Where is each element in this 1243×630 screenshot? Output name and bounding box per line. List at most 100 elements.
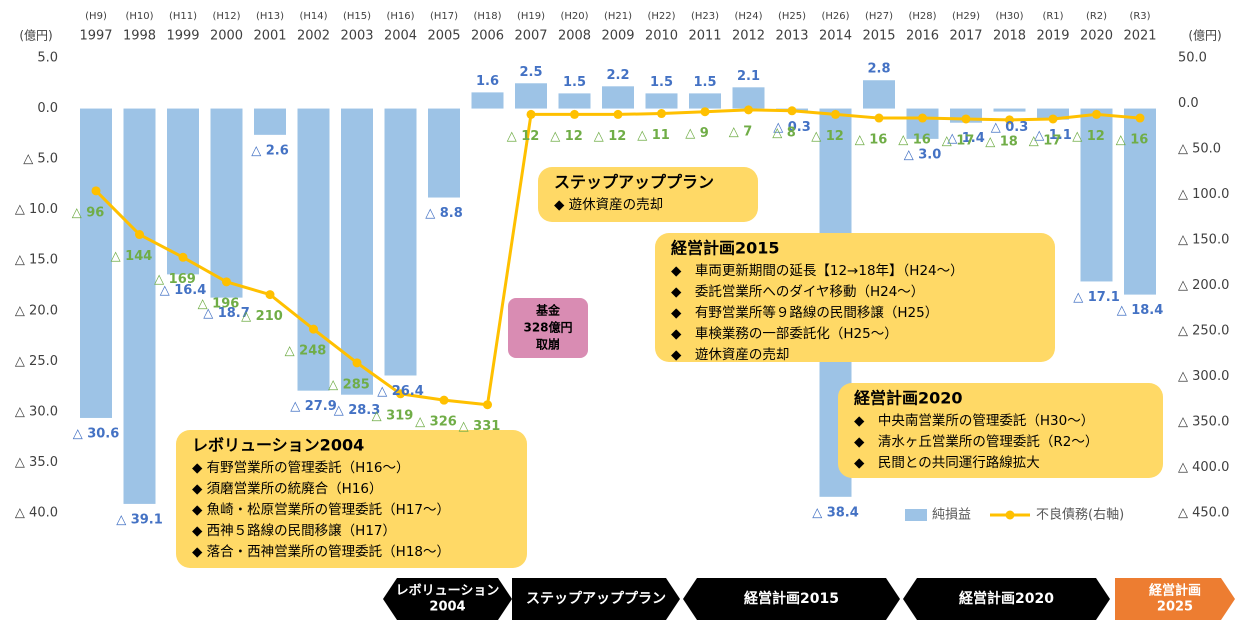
x-tick-label: 2004 (384, 29, 417, 44)
value-label: △ 3.0 (904, 147, 942, 162)
bar (167, 108, 199, 275)
value-label: 1.5 (563, 75, 586, 90)
line-marker (831, 109, 840, 119)
value-label: △ 1.4 (947, 131, 985, 146)
annotation-item: ◆ 遊休資産の売却 (671, 347, 789, 363)
value-label: △ 326 (415, 415, 457, 430)
era-label: (H29) (952, 11, 980, 22)
y-tick-label: △ 10.0 (15, 202, 58, 217)
y-tick-label: △ 15.0 (15, 253, 58, 268)
annotation-item: ◆ 落合・西神営業所の管理委託（H18～） (192, 544, 450, 560)
x-tick-label: 2008 (558, 29, 591, 44)
value-label: △ 196 (198, 296, 240, 311)
timeline-label: レボリューション (396, 583, 500, 599)
fund-note: 基金 (535, 303, 561, 318)
timeline-arrow (1115, 578, 1235, 620)
value-label: △ 30.6 (73, 426, 120, 441)
value-label: 2.5 (519, 65, 542, 80)
x-tick-label: 2020 (1080, 29, 1113, 44)
y2-tick-label: 0.0 (1178, 96, 1199, 111)
x-tick-label: 1999 (166, 29, 199, 44)
line-marker (265, 290, 275, 300)
value-label: △ 16.4 (160, 283, 207, 298)
value-label: 2.1 (737, 69, 760, 84)
bar (254, 108, 286, 135)
era-label: (H15) (343, 11, 371, 22)
bar (297, 108, 330, 391)
bar (515, 83, 547, 109)
timeline-label: 経営計画2020 (959, 590, 1054, 607)
y2-tick-label: 50.0 (1178, 51, 1207, 66)
bar (428, 108, 460, 198)
line-marker (1135, 113, 1145, 123)
value-label: 1.5 (650, 75, 673, 90)
bar (123, 108, 156, 504)
value-label: △ 39.1 (116, 512, 163, 527)
value-label: △ 17 (1029, 133, 1062, 148)
era-label: (H25) (778, 11, 806, 22)
line-marker (570, 109, 579, 119)
x-tick-label: 2005 (427, 29, 460, 44)
unit-left: (億円) (19, 29, 52, 43)
x-tick-label: 2010 (645, 29, 678, 44)
value-label: △ 16 (1116, 133, 1149, 148)
annotation-box (655, 233, 1055, 362)
era-label: (H16) (386, 11, 414, 22)
legend-swatch (1005, 510, 1015, 520)
annotation-item: ◆ 委託営業所へのダイヤ移動（H24～） (671, 284, 924, 300)
bar (732, 87, 765, 109)
annotation-item: ◆ 遊休資産の売却 (554, 197, 663, 213)
legend-label: 純損益 (932, 508, 971, 523)
bar (1037, 108, 1069, 120)
line-marker (91, 186, 101, 196)
x-tick-label: 1997 (79, 29, 112, 44)
annotation-item: ◆ 車検業務の一部委託化（H25～） (671, 326, 898, 342)
bar (384, 108, 417, 376)
line-marker (744, 105, 753, 115)
era-label: (H12) (212, 11, 240, 22)
x-tick-label: 2017 (949, 29, 982, 44)
value-label: △ 11 (637, 128, 670, 143)
line-marker (178, 252, 188, 262)
value-label: △ 26.4 (377, 384, 424, 399)
bar (1124, 108, 1156, 295)
value-label: 1.6 (476, 74, 499, 89)
x-tick-label: 2000 (210, 29, 243, 44)
annotation-item: ◆ 有野営業所の管理委託（H16～） (192, 460, 410, 476)
annotation-title: 経営計画2020 (854, 389, 963, 408)
x-tick-label: 2013 (775, 29, 808, 44)
line-marker (787, 106, 797, 116)
annotation-item: ◆ 須磨営業所の統廃合（H16） (192, 480, 383, 497)
annotation-box (838, 383, 1163, 478)
line-marker (1005, 115, 1014, 125)
value-label: △ 28.3 (334, 403, 381, 418)
value-label: △ 38.4 (812, 505, 859, 520)
line-marker (483, 400, 492, 410)
line-marker (396, 389, 405, 399)
value-label: △ 18 (985, 134, 1018, 149)
era-label: (H30) (995, 11, 1023, 22)
x-tick-label: 2015 (862, 29, 895, 44)
line-marker (309, 324, 318, 334)
y-tick-label: △ 20.0 (15, 303, 58, 318)
x-tick-label: 2011 (688, 29, 721, 44)
era-label: (H23) (691, 11, 719, 22)
era-label: (H22) (647, 11, 675, 22)
value-label: △ 16 (898, 133, 931, 148)
bar (863, 80, 895, 109)
timeline-arrow (512, 578, 680, 620)
value-label: △ 17.1 (1073, 290, 1120, 305)
value-label: △ 96 (72, 205, 105, 220)
y2-tick-label: △ 400.0 (1178, 460, 1229, 475)
y2-tick-label: △ 250.0 (1178, 324, 1229, 339)
timeline-arrow (683, 578, 900, 620)
line-marker (700, 107, 710, 117)
value-label: △ 12 (1072, 129, 1105, 144)
value-label: △ 17 (942, 133, 975, 148)
value-label: △ 16 (855, 133, 888, 148)
annotation-title: レボリューション2004 (192, 436, 364, 455)
line-marker (1048, 114, 1058, 124)
era-label: (R3) (1129, 11, 1150, 22)
line-marker (874, 113, 884, 123)
